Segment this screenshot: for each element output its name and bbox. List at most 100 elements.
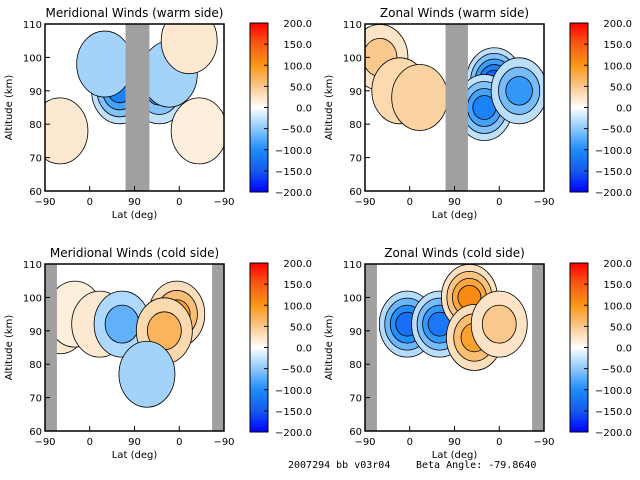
colorbar-tick-label: −200.0: [595, 188, 632, 199]
contour-blob: [45, 97, 89, 165]
y-tick-label: 60: [349, 427, 362, 438]
colorbar-tick-label: −50.0: [601, 365, 632, 376]
panel-title: Zonal Winds (cold side): [384, 246, 525, 260]
x-axis-label: Lat (deg): [432, 210, 478, 221]
x-tick-label: −90: [213, 437, 234, 448]
x-tick-label: −90: [213, 197, 234, 208]
x-tick-label: 0: [496, 437, 502, 448]
x-tick-label: 0: [496, 197, 502, 208]
colorbar-tick-label: −100.0: [275, 386, 312, 397]
contour-blob: [118, 340, 176, 408]
y-axis-label: Altitude (km): [324, 75, 335, 141]
x-axis-label: Lat (deg): [112, 450, 158, 461]
y-tick-label: 90: [349, 87, 362, 98]
y-axis-label: Altitude (km): [4, 315, 15, 381]
x-tick-label: 0: [87, 197, 93, 208]
x-tick-label: 0: [176, 437, 182, 448]
x-tick-label: −90: [533, 197, 554, 208]
colorbar-tick-label: 50.0: [290, 322, 312, 333]
colorbar-tick-label: −200.0: [595, 428, 632, 439]
y-tick-label: 60: [29, 187, 42, 198]
no-data-region: [365, 264, 377, 431]
colorbar-tick-label: −150.0: [595, 167, 632, 178]
colorbar-tick-label: 50.0: [290, 82, 312, 93]
y-tick-label: 110: [23, 260, 42, 271]
y-tick-label: 80: [349, 120, 362, 131]
colorbar-tick-label: −50.0: [601, 125, 632, 136]
contour-blob: [170, 97, 224, 165]
y-tick-label: 60: [29, 427, 42, 438]
x-tick-label: 90: [128, 197, 141, 208]
plot-area: [45, 264, 224, 431]
colorbar-tick-label: 0.0: [616, 104, 632, 115]
no-data-region: [532, 264, 544, 431]
colorbar-tick-label: −200.0: [275, 188, 312, 199]
colorbar-tick-label: 100.0: [283, 61, 312, 72]
colorbar-tick-label: 200.0: [283, 19, 312, 30]
panel-title: Zonal Winds (warm side): [380, 6, 529, 20]
y-tick-label: 110: [343, 20, 362, 31]
y-tick-label: 80: [29, 360, 42, 371]
colorbar-tick-label: −150.0: [275, 407, 312, 418]
colorbar-tick-label: 0.0: [616, 344, 632, 355]
colorbar-tick-label: 150.0: [283, 280, 312, 291]
colorbar-tick-label: 200.0: [603, 259, 632, 270]
no-data-region: [445, 24, 468, 191]
plot-area: [365, 264, 544, 431]
y-tick-label: 90: [29, 327, 42, 338]
colorbar-tick-label: 150.0: [603, 280, 632, 291]
y-tick-label: 100: [343, 53, 362, 64]
panel-0: Meridional Winds (warm side) 60 70 80 90 100 1…: [4, 6, 312, 221]
y-tick-label: 80: [349, 360, 362, 371]
plot-area: [45, 24, 224, 191]
contour-blob: [481, 304, 517, 344]
colorbar-tick-label: 100.0: [603, 61, 632, 72]
y-axis-label: Altitude (km): [324, 315, 335, 381]
y-tick-label: 100: [23, 53, 42, 64]
y-tick-label: 70: [29, 154, 42, 165]
x-tick-label: −90: [34, 197, 55, 208]
contour-blob: [160, 24, 218, 75]
y-tick-label: 100: [343, 293, 362, 304]
colorbar-tick-label: −50.0: [281, 125, 312, 136]
x-tick-label: −90: [354, 197, 375, 208]
colorbar-tick-label: 150.0: [283, 40, 312, 51]
x-tick-label: 0: [87, 437, 93, 448]
colorbar-tick-label: 150.0: [603, 40, 632, 51]
colorbar-tick-label: 50.0: [610, 82, 632, 93]
y-tick-label: 60: [349, 187, 362, 198]
x-tick-label: −90: [533, 437, 554, 448]
colorbar-tick-label: −150.0: [595, 407, 632, 418]
no-data-region: [212, 264, 224, 431]
colorbar-tick-label: 200.0: [283, 259, 312, 270]
no-data-region: [125, 24, 150, 191]
y-tick-label: 90: [29, 87, 42, 98]
x-tick-label: −90: [34, 437, 55, 448]
panel-1: Zonal Winds (warm side) 60 70 80 90 100 110 Alt…: [324, 6, 632, 221]
contour-blob: [76, 30, 134, 98]
colorbar-tick-label: −100.0: [595, 146, 632, 157]
y-tick-label: 70: [29, 394, 42, 405]
panel-title: Meridional Winds (warm side): [46, 6, 224, 20]
y-axis-label: Altitude (km): [4, 75, 15, 141]
y-tick-label: 70: [349, 154, 362, 165]
x-axis-label: Lat (deg): [112, 210, 158, 221]
y-tick-label: 100: [23, 293, 42, 304]
x-tick-label: 0: [407, 197, 413, 208]
x-tick-label: −90: [354, 437, 375, 448]
colorbar-tick-label: 200.0: [603, 19, 632, 30]
colorbar-tick-label: 0.0: [296, 104, 312, 115]
x-tick-label: 90: [448, 197, 461, 208]
panel-2: Meridional Winds (cold side) 60 70 80 90 100 1…: [4, 246, 312, 461]
panel-title: Meridional Winds (cold side): [50, 246, 219, 260]
colorbar-tick-label: −50.0: [281, 365, 312, 376]
y-tick-label: 110: [23, 20, 42, 31]
colorbar-tick-label: 100.0: [283, 301, 312, 312]
contour-blob: [505, 76, 533, 106]
footer-beta: Beta Angle: -79.8640: [416, 460, 537, 471]
panel-3: Zonal Winds (cold side) 60 70 80 90 100 110 Alt…: [324, 246, 632, 461]
colorbar-tick-label: 50.0: [610, 322, 632, 333]
y-tick-label: 80: [29, 120, 42, 131]
y-tick-label: 70: [349, 394, 362, 405]
